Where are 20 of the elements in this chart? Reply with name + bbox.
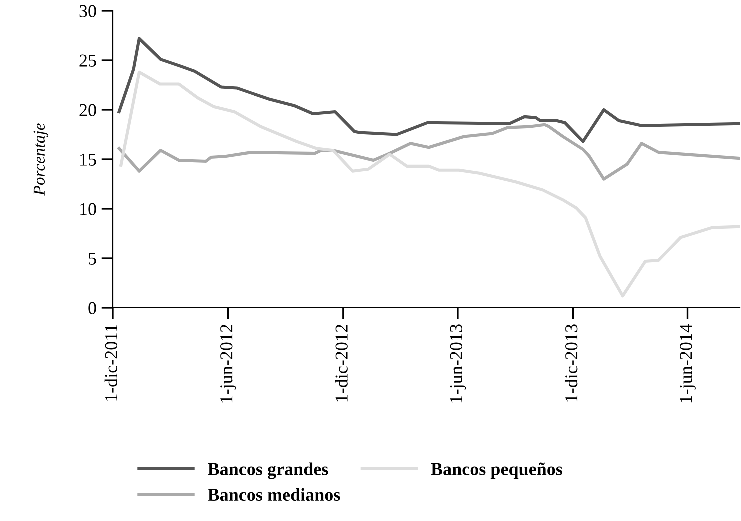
y-tick-label: 10 bbox=[80, 203, 96, 216]
y-axis-title: Porcentaje bbox=[34, 124, 48, 196]
y-tick-label: 15 bbox=[80, 154, 96, 166]
line-series bbox=[118, 37, 740, 144]
legend-label: Bancos medianos bbox=[208, 488, 340, 502]
y-tick-label: 0 bbox=[88, 302, 96, 314]
x-tick-label: 1-jun-2014 bbox=[680, 324, 696, 403]
x-tick-label: 1-jun-2013 bbox=[450, 324, 466, 403]
x-tick-label: 1-dic-2011 bbox=[104, 325, 118, 401]
y-tick-label: 5 bbox=[89, 252, 96, 265]
x-tick-label: 1-dic-2012 bbox=[335, 324, 348, 402]
line-series bbox=[118, 123, 740, 181]
x-tick-label: 1-dic-2013 bbox=[564, 324, 578, 402]
y-tick-label: 25 bbox=[80, 54, 96, 67]
y-tick-label: 20 bbox=[80, 104, 96, 116]
line-series bbox=[120, 70, 740, 298]
legend-label: Bancos pequeños bbox=[431, 462, 562, 480]
legend-label: Bancos grandes bbox=[208, 462, 328, 480]
x-tick-label: 1-jun-2012 bbox=[220, 324, 236, 403]
y-tick-label: 30 bbox=[80, 5, 96, 18]
